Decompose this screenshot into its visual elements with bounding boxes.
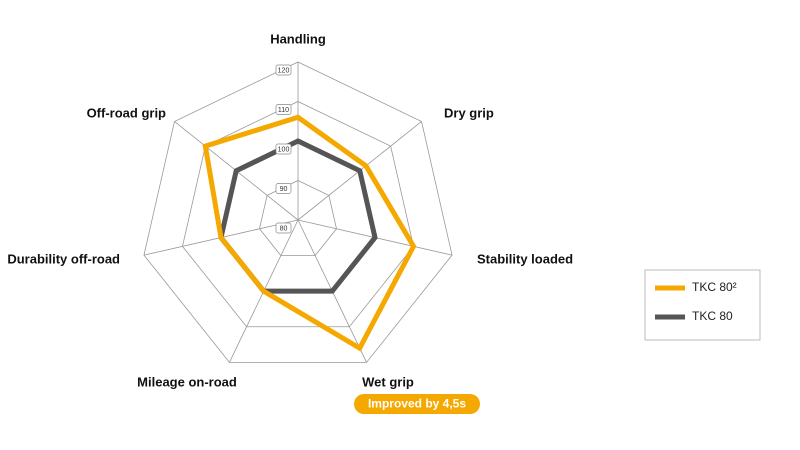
tick-label: 110	[278, 107, 289, 114]
axis-label: Handling	[270, 31, 326, 46]
annotation-badge	[354, 394, 480, 414]
axis-label: Stability loaded	[477, 251, 573, 266]
series-line	[202, 114, 417, 352]
tick-label: 100	[278, 146, 290, 153]
grid-ring	[182, 101, 414, 328]
axis-label: Wet grip	[362, 374, 414, 389]
tick-label: 80	[280, 225, 288, 232]
tick-box	[275, 104, 292, 115]
legend-label: TKC 80²	[692, 280, 737, 294]
tick-box	[275, 143, 292, 155]
grid-ring	[259, 180, 337, 256]
legend-label: TKC 80	[692, 309, 733, 323]
tick-box	[275, 183, 292, 194]
series-line	[218, 138, 378, 294]
axis-label: Off-road grip	[87, 105, 166, 120]
axis-label: Durability off-road	[7, 251, 120, 266]
legend-box	[644, 269, 761, 341]
tick-box	[275, 64, 292, 76]
tick-label: 120	[278, 67, 290, 74]
axis-label: Dry grip	[444, 105, 494, 120]
annotation: Improved by 4,5s	[368, 397, 466, 411]
grid-ring	[143, 61, 453, 363]
axis-label: Mileage on-road	[137, 374, 237, 389]
tick-box	[275, 222, 292, 234]
tick-label: 90	[280, 186, 288, 193]
